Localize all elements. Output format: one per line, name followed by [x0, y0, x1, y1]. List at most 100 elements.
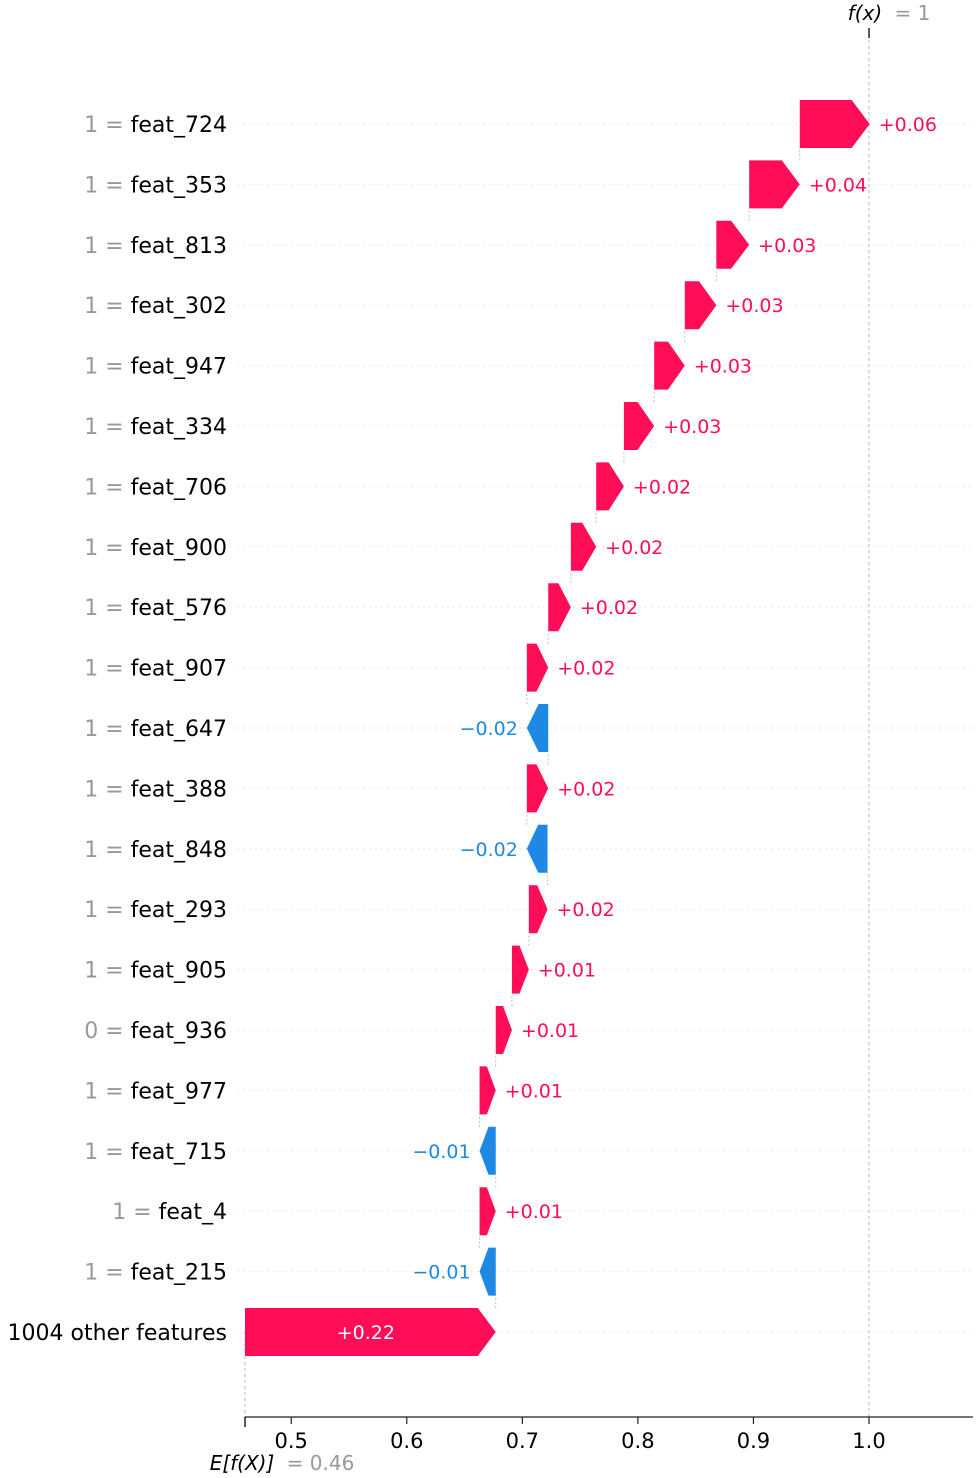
feature-label: 1 = feat_215 [84, 1261, 227, 1286]
bar-feat_334 [623, 402, 655, 450]
feature-name: feat_907 [131, 657, 227, 682]
feature-value: 1 = [84, 898, 130, 923]
x-axis: 0.5 0.6 0.7 0.8 0.9 1.0 [244, 1416, 973, 1453]
feature-value: 1 = [84, 1261, 130, 1286]
feature-value: 1 = [84, 415, 130, 440]
feature-value: 1 = [84, 596, 130, 621]
bar-label: −0.01 [412, 1141, 470, 1163]
base-value: = 0.46 [287, 1451, 355, 1475]
bar-label: +0.01 [521, 1020, 579, 1042]
bar-feat_900 [570, 522, 597, 571]
feature-name: 1004 other features [8, 1321, 227, 1346]
feature-value: 1 = [84, 536, 130, 561]
feature-name: feat_576 [131, 596, 227, 621]
bar-feat_907 [526, 643, 549, 692]
output-value: = 1 [895, 1, 931, 25]
feature-label: 1 = feat_647 [84, 717, 227, 742]
feature-value: 1 = [84, 355, 130, 380]
bar-label: −0.01 [412, 1262, 470, 1284]
feature-name: feat_724 [131, 113, 227, 138]
output-label: f(x) [848, 1, 882, 25]
feature-value: 0 = [84, 1019, 130, 1044]
bar-label: +0.02 [605, 537, 663, 559]
feature-name: feat_293 [131, 898, 227, 923]
feature-label: 1 = feat_848 [84, 838, 227, 863]
feature-value: 1 = [84, 1140, 130, 1165]
feature-value: 1 = [84, 294, 130, 319]
feature-name: feat_215 [131, 1261, 227, 1286]
bar-feat_706 [596, 462, 624, 511]
bar-feat_813 [716, 220, 750, 269]
feature-name: feat_353 [131, 173, 227, 198]
feature-value: 1 = [84, 838, 130, 863]
feature-name: feat_947 [131, 355, 227, 380]
feature-label: 1 = feat_715 [84, 1140, 227, 1165]
feature-name: feat_900 [131, 536, 227, 561]
feature-label: 1 = feat_724 [84, 113, 227, 138]
bar-feat_215 [479, 1247, 496, 1296]
feature-value: 1 = [84, 959, 130, 984]
x-tick-label: 1.0 [852, 1429, 885, 1453]
bar-1004-other-features [245, 1308, 496, 1356]
bar-label: +0.04 [809, 174, 867, 196]
feature-name: feat_977 [131, 1079, 227, 1104]
grid-layer [237, 28, 973, 1417]
feature-value: 1 = [84, 657, 130, 682]
bar-label: +0.02 [557, 658, 615, 680]
feature-label: 1 = feat_813 [84, 234, 227, 259]
bar-feat_936 [495, 1006, 512, 1054]
feature-name: feat_813 [131, 234, 227, 259]
annotations: f(x) = 1 E[f(X)] = 0.46 [210, 1, 931, 1475]
feature-name: feat_848 [131, 838, 227, 863]
bar-label: +0.02 [557, 899, 615, 921]
base-annotation: E[f(X)] = 0.46 [210, 1451, 355, 1475]
bar-label: +0.01 [505, 1080, 563, 1102]
bar-feat_388 [526, 764, 549, 813]
feature-value: 1 = [84, 1079, 130, 1104]
x-tick-label: 0.9 [737, 1429, 770, 1453]
bar-label: +0.03 [758, 235, 816, 257]
x-tick-label: 0.5 [275, 1429, 308, 1453]
bar-label: +0.03 [694, 356, 752, 378]
feature-label: 1 = feat_353 [84, 173, 227, 198]
bar-label: +0.02 [580, 597, 638, 619]
feature-name: feat_905 [131, 959, 227, 984]
bar-label: +0.06 [879, 114, 937, 136]
feature-label: 1 = feat_907 [84, 657, 227, 682]
feature-value: 1 = [84, 717, 130, 742]
feature-value: 1 = [84, 777, 130, 802]
feature-label: 1 = feat_576 [84, 596, 227, 621]
feature-name: feat_936 [131, 1019, 227, 1044]
feature-label: 1 = feat_900 [84, 536, 227, 561]
feature-value: 1 = [84, 113, 130, 138]
feature-name: feat_715 [131, 1140, 227, 1165]
bar-feat_293 [528, 885, 548, 934]
bar-feat_715 [479, 1126, 496, 1175]
bar-feat_353 [749, 160, 800, 209]
feature-label: 1 = feat_905 [84, 959, 227, 984]
feature-label: 1 = feat_977 [84, 1079, 227, 1104]
bar-label: +0.01 [538, 960, 596, 982]
feature-value: 1 = [84, 173, 130, 198]
base-label: E[f(X)] [210, 1451, 275, 1475]
bars-layer: +0.22 −0.01 +0.01 −0.01 +0.01 +0.01 +0.01 +0.02… [245, 100, 937, 1356]
feature-label: 1 = feat_947 [84, 355, 227, 380]
feature-name: feat_334 [131, 415, 227, 440]
feature-label: 1 = feat_388 [84, 777, 227, 802]
feature-label: 1 = feat_4 [112, 1200, 227, 1225]
feature-label: 1 = feat_302 [84, 294, 227, 319]
feature-value: 1 = [84, 475, 130, 500]
bar-feat_977 [479, 1066, 496, 1115]
bar-label: +0.01 [505, 1201, 563, 1223]
bar-label: +0.02 [557, 778, 615, 800]
bar-label: −0.02 [460, 839, 518, 861]
feature-name: feat_4 [159, 1200, 227, 1225]
bar-feat_647 [526, 704, 549, 752]
feature-name: feat_706 [131, 475, 227, 500]
feature-label: 1004 other features [8, 1321, 227, 1346]
feature-value: 1 = [112, 1200, 158, 1225]
bar-feat_724 [799, 100, 870, 148]
bar-feat_576 [548, 583, 571, 632]
bar-label: −0.02 [460, 718, 518, 740]
x-tick-label: 0.7 [506, 1429, 539, 1453]
